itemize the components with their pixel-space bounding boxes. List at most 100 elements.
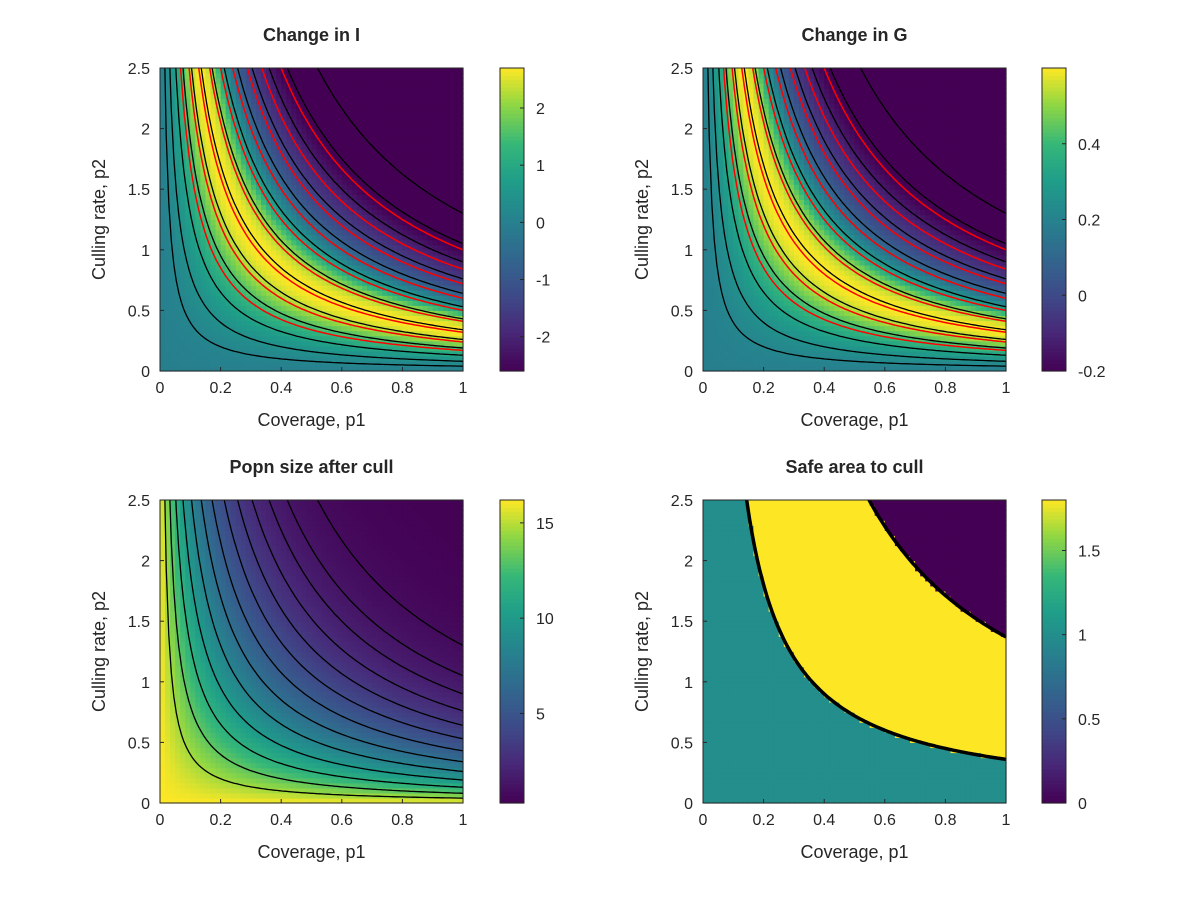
heatmap-cell xyxy=(281,158,287,165)
colorbar-segment xyxy=(500,268,524,274)
heatmap-cell xyxy=(377,98,383,104)
heatmap-cell xyxy=(738,335,744,342)
heatmap-cell xyxy=(341,335,348,342)
heatmap-cell xyxy=(266,295,272,301)
heatmap-cell xyxy=(437,88,444,94)
heatmap-cell xyxy=(225,340,232,347)
heatmap-cell xyxy=(235,128,242,135)
heatmap-cell xyxy=(245,143,252,150)
heatmap-cell xyxy=(783,360,790,367)
heatmap-cell xyxy=(362,184,368,190)
heatmap-cell xyxy=(261,325,267,332)
heatmap-cell xyxy=(250,93,257,99)
heatmap-cell xyxy=(296,264,302,271)
heatmap-cell xyxy=(170,330,176,337)
heatmap-cell xyxy=(407,335,414,342)
heatmap-cell xyxy=(341,174,348,180)
heatmap-cell xyxy=(362,320,368,327)
heatmap-cell xyxy=(180,234,186,241)
heatmap-cell xyxy=(346,169,353,175)
heatmap-cell xyxy=(271,270,277,276)
heatmap-cell xyxy=(773,174,780,180)
heatmap-cell xyxy=(215,270,222,276)
heatmap-cell xyxy=(195,128,201,135)
heatmap-cell xyxy=(160,88,166,94)
colorbar-segment xyxy=(500,344,524,349)
heatmap-cell xyxy=(733,254,739,261)
heatmap-cell xyxy=(266,330,272,337)
heatmap-cell xyxy=(763,103,770,109)
heatmap-cell xyxy=(255,184,262,190)
heatmap-cell xyxy=(457,204,464,210)
heatmap-cell xyxy=(362,244,368,251)
colorbar-tick-label: -2 xyxy=(536,330,550,347)
heatmap-cell xyxy=(185,163,191,170)
heatmap-cell xyxy=(291,300,297,306)
heatmap-cell xyxy=(286,78,292,84)
heatmap-cell xyxy=(457,108,464,115)
heatmap-cell xyxy=(362,88,368,94)
heatmap-cell xyxy=(230,93,237,99)
heatmap-cell xyxy=(190,73,196,79)
heatmap-cell xyxy=(402,93,409,99)
heatmap-cell xyxy=(341,219,348,226)
heatmap-cell xyxy=(255,158,262,165)
heatmap-cell xyxy=(180,345,186,352)
heatmap-cell xyxy=(165,275,171,281)
heatmap-cell xyxy=(417,295,424,301)
heatmap-cell xyxy=(362,315,368,322)
heatmap-cell xyxy=(718,320,724,327)
heatmap-cell xyxy=(748,259,755,266)
heatmap-cell xyxy=(296,280,302,286)
heatmap-cell xyxy=(190,315,196,322)
heatmap-cell xyxy=(708,128,714,135)
heatmap-cell xyxy=(341,103,348,109)
x-tick-label: 0.6 xyxy=(331,380,353,397)
heatmap-cell xyxy=(341,153,348,160)
heatmap-cell xyxy=(341,133,348,140)
heatmap-cell xyxy=(230,350,237,357)
heatmap-cell xyxy=(271,184,277,190)
heatmap-cell xyxy=(200,290,207,296)
heatmap-cell xyxy=(788,88,795,94)
heatmap-cell xyxy=(276,179,282,185)
heatmap-cell xyxy=(220,169,227,175)
heatmap-cell xyxy=(427,103,434,109)
heatmap-cell xyxy=(296,123,302,130)
heatmap-cell xyxy=(412,128,419,135)
heatmap-cell xyxy=(723,184,729,190)
heatmap-cell xyxy=(205,259,212,266)
heatmap-cell xyxy=(331,219,338,226)
heatmap-cell xyxy=(768,330,775,337)
heatmap-cell xyxy=(417,305,424,311)
heatmap-cell xyxy=(447,158,454,165)
heatmap-cell xyxy=(728,239,734,246)
heatmap-cell xyxy=(306,360,313,367)
heatmap-cell xyxy=(723,290,729,296)
heatmap-cell xyxy=(422,290,429,296)
heatmap-cell xyxy=(215,280,222,286)
heatmap-cell xyxy=(798,345,805,352)
heatmap-cell xyxy=(402,335,409,342)
heatmap-cell xyxy=(783,199,790,205)
heatmap-cell xyxy=(210,295,217,301)
heatmap-cell xyxy=(708,78,714,84)
heatmap-cell xyxy=(346,93,353,99)
heatmap-cell xyxy=(160,153,166,160)
heatmap-cell xyxy=(362,163,368,170)
heatmap-cell xyxy=(758,113,765,120)
heatmap-cell xyxy=(748,113,755,120)
heatmap-cell xyxy=(417,133,424,140)
heatmap-cell xyxy=(195,174,201,180)
heatmap-cell xyxy=(331,325,338,332)
heatmap-cell xyxy=(412,219,419,226)
heatmap-cell xyxy=(713,259,719,266)
heatmap-cell xyxy=(382,335,388,342)
heatmap-cell xyxy=(392,158,398,165)
heatmap-cell xyxy=(235,143,242,150)
heatmap-cell xyxy=(245,123,252,130)
heatmap-cell xyxy=(351,315,358,322)
heatmap-cell xyxy=(341,199,348,205)
heatmap-cell xyxy=(185,133,191,140)
heatmap-cell xyxy=(768,234,775,241)
